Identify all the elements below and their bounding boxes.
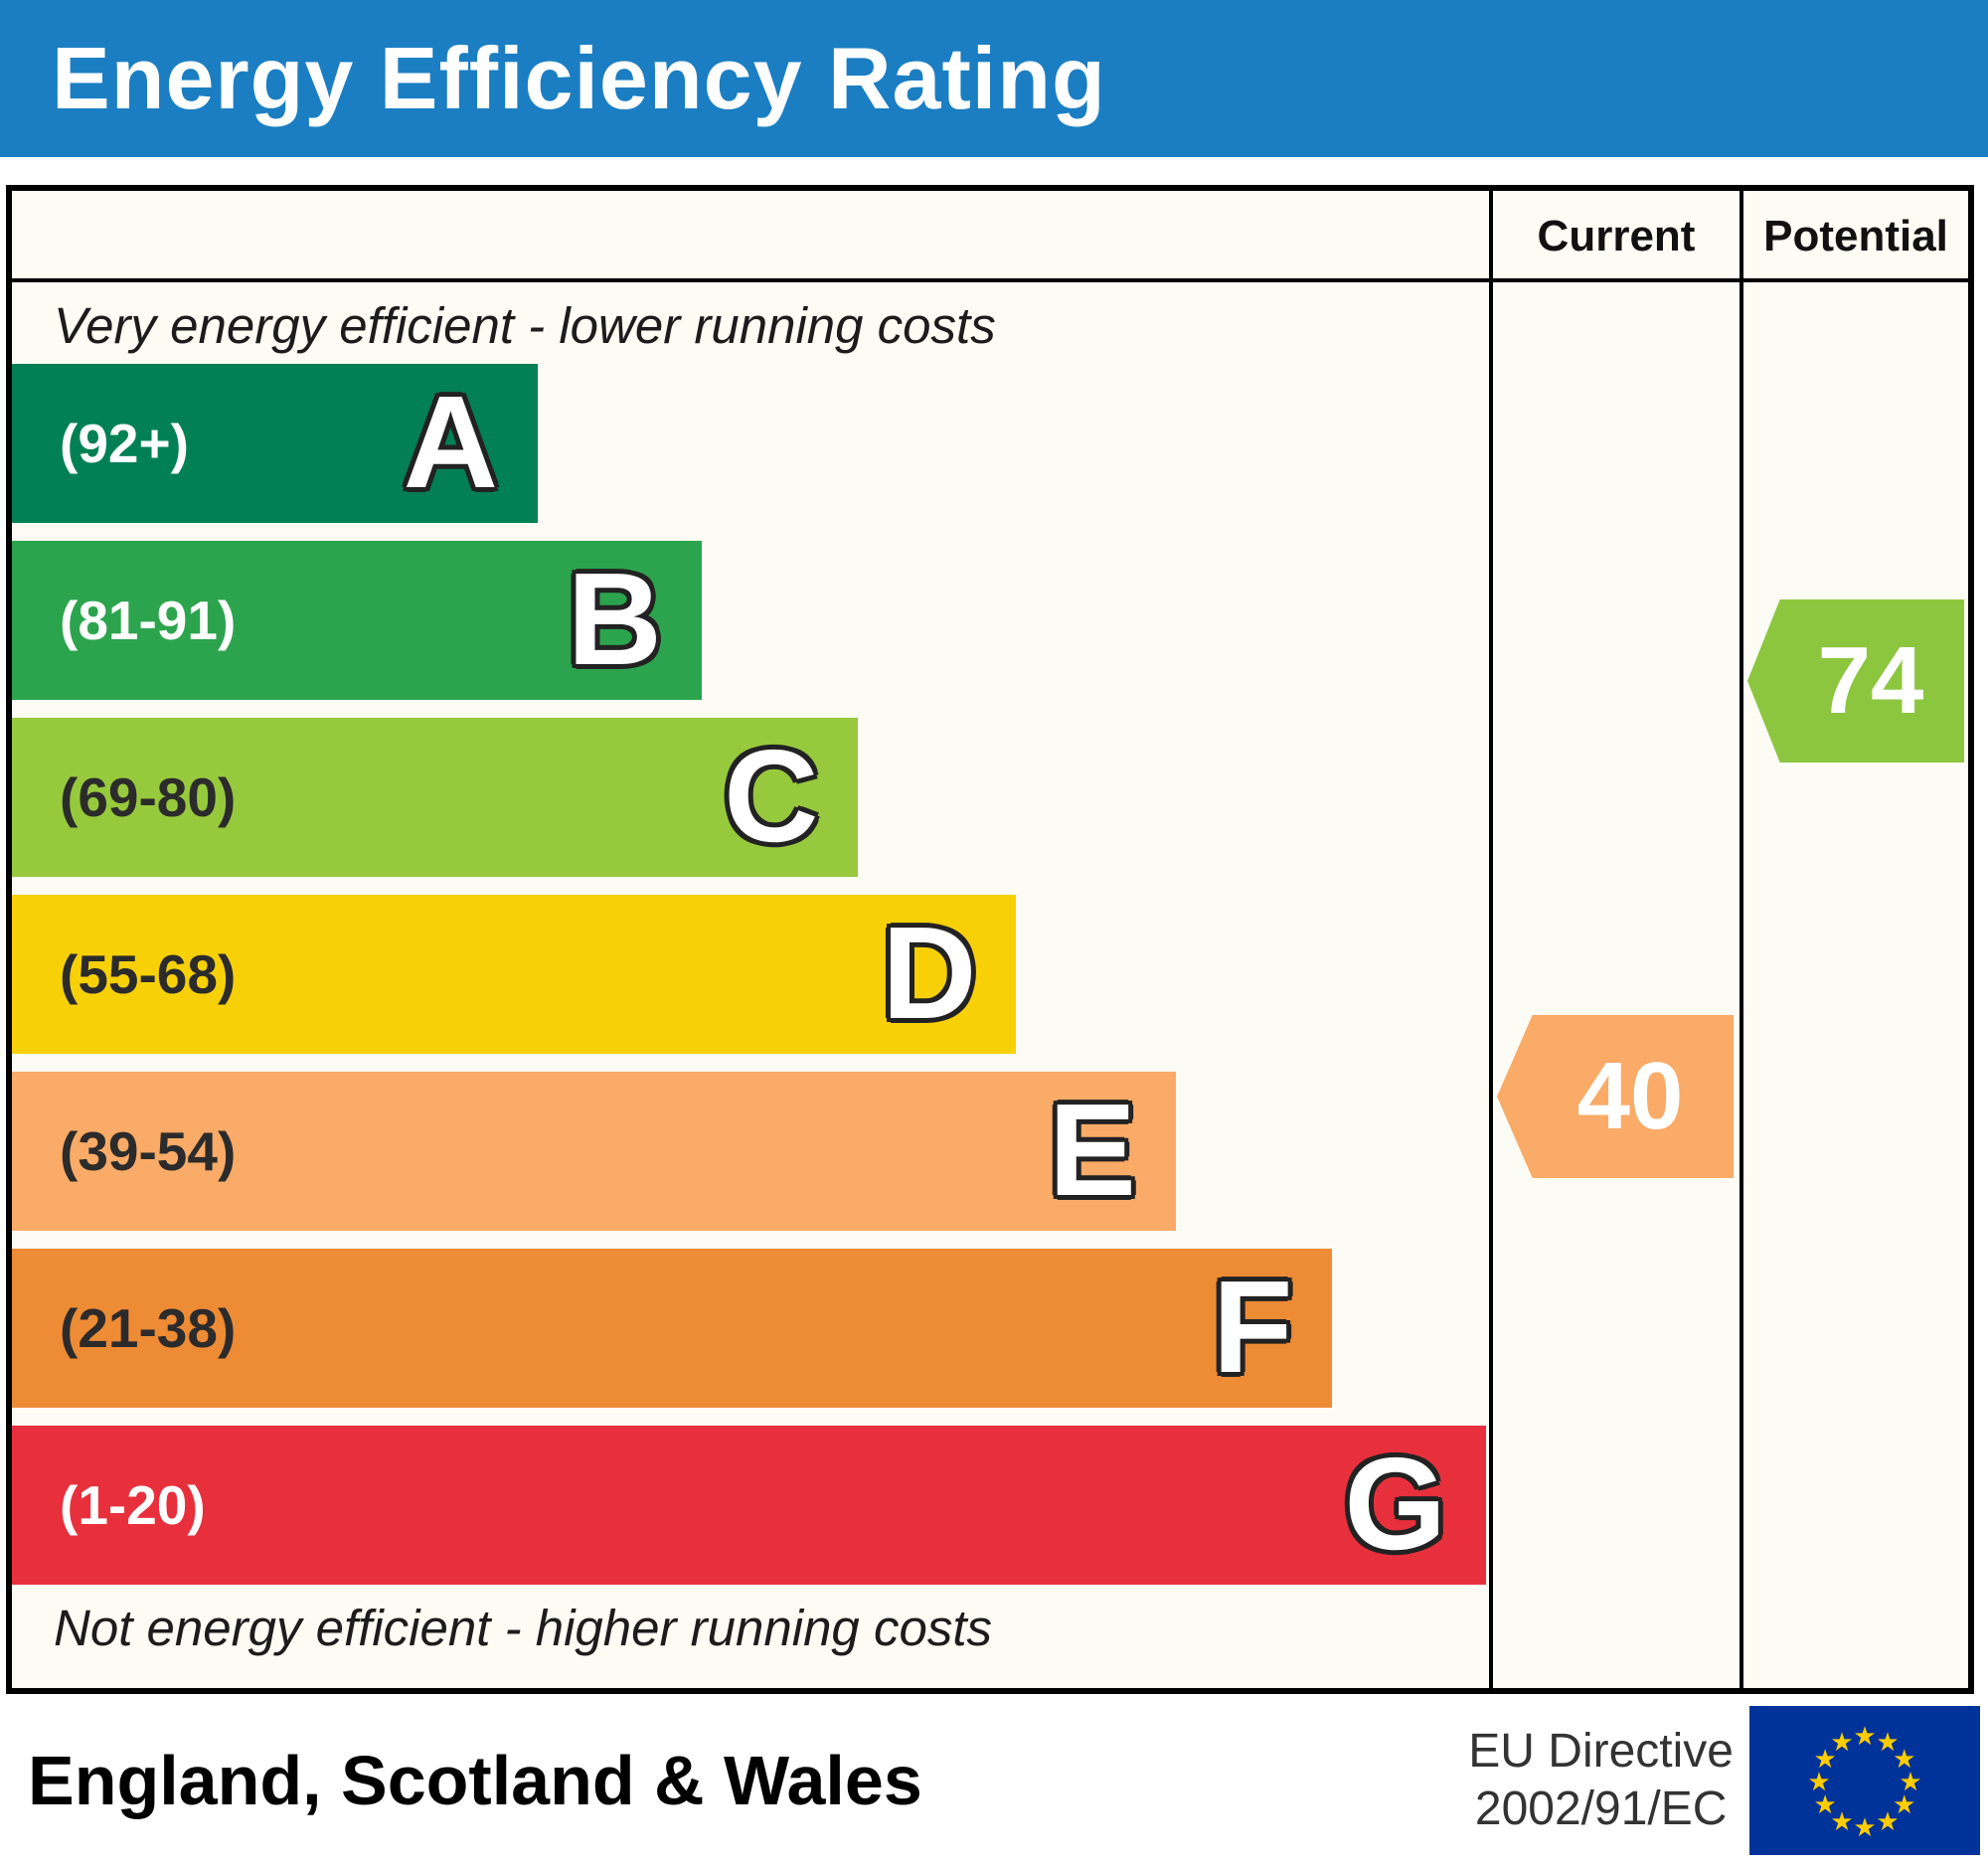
current-value: 40 [1576, 1043, 1684, 1149]
column-divider-current [1489, 191, 1493, 1688]
band-range-label: (55-68) [60, 943, 237, 1005]
eu-flag-star: ★ [1893, 1790, 1915, 1820]
band-letter: G [1344, 1431, 1447, 1577]
band-letter: D [882, 900, 977, 1046]
eu-flag-field [1749, 1706, 1980, 1855]
eu-directive-label: EU Directive 2002/91/EC [1468, 1723, 1734, 1838]
eu-flag-star: ★ [1830, 1807, 1853, 1837]
table-header-row [12, 191, 1968, 282]
eu-directive-line2: 2002/91/EC [1474, 1782, 1728, 1835]
band-row: (1-20) G [12, 1426, 1489, 1585]
rating-table: Current Potential Very energy efficient … [6, 185, 1974, 1694]
band-range-label: (69-80) [60, 766, 237, 828]
eu-flag-star: ★ [1893, 1745, 1915, 1775]
band-range-label: (92+) [60, 413, 189, 474]
eu-flag-star: ★ [1830, 1728, 1853, 1758]
band-bar: (1-20) G [12, 1426, 1487, 1585]
potential-column-header: Potential [1763, 212, 1948, 260]
eu-flag-star: ★ [1807, 1768, 1830, 1797]
band-row: (21-38) F [12, 1249, 1489, 1408]
band-bar: (81-91) B [12, 541, 702, 700]
band-letter: A [403, 369, 499, 515]
eu-flag-star: ★ [1814, 1745, 1837, 1775]
band-range-label: (21-38) [60, 1297, 237, 1359]
potential-value: 74 [1817, 627, 1924, 734]
eu-flag-star: ★ [1814, 1790, 1837, 1820]
current-indicator: 40 [1497, 1015, 1734, 1178]
band-letter: F [1212, 1254, 1293, 1400]
band-range-label: (39-54) [60, 1120, 237, 1182]
potential-indicator: 74 [1747, 599, 1964, 763]
title-bar: Energy Efficiency Rating [0, 0, 1988, 157]
band-range-label: (1-20) [60, 1474, 206, 1536]
eu-flag: ★ ★ ★ ★ ★ ★ ★ ★ ★ ★ ★ ★ [1749, 1706, 1980, 1855]
band-row: (69-80) C [12, 718, 1489, 877]
band-row: (55-68) D [12, 895, 1489, 1054]
region-label: England, Scotland & Wales [28, 1742, 922, 1819]
page-title: Energy Efficiency Rating [52, 29, 1106, 127]
eu-flag-star: ★ [1876, 1807, 1899, 1837]
eu-flag-star: ★ [1853, 1722, 1876, 1752]
band-bar: (55-68) D [12, 895, 1017, 1054]
band-letter: E [1048, 1077, 1136, 1223]
column-divider-potential [1740, 191, 1743, 1688]
bands-container: (92+) A (81-91) B (69-80) C (55-68) D (3… [12, 364, 1489, 1603]
current-column-header: Current [1537, 212, 1696, 260]
eu-flag-star: ★ [1899, 1768, 1921, 1797]
eu-flag-star: ★ [1853, 1813, 1876, 1843]
eu-directive-line1: EU Directive [1468, 1725, 1734, 1778]
band-letter: B [567, 546, 662, 692]
band-row: (81-91) B [12, 541, 1489, 700]
band-row: (92+) A [12, 364, 1489, 523]
band-bar: (92+) A [12, 364, 539, 523]
band-bar: (21-38) F [12, 1249, 1333, 1408]
band-bar: (69-80) C [12, 718, 859, 877]
band-bar: (39-54) E [12, 1072, 1176, 1231]
footer: England, Scotland & Wales EU Directive 2… [0, 1694, 1988, 1867]
top-note: Very energy efficient - lower running co… [54, 297, 996, 354]
band-row: (39-54) E [12, 1072, 1489, 1231]
eu-flag-star: ★ [1876, 1728, 1899, 1758]
bottom-note: Not energy efficient - higher running co… [54, 1600, 992, 1656]
band-range-label: (81-91) [60, 590, 237, 651]
band-letter: C [724, 723, 819, 869]
